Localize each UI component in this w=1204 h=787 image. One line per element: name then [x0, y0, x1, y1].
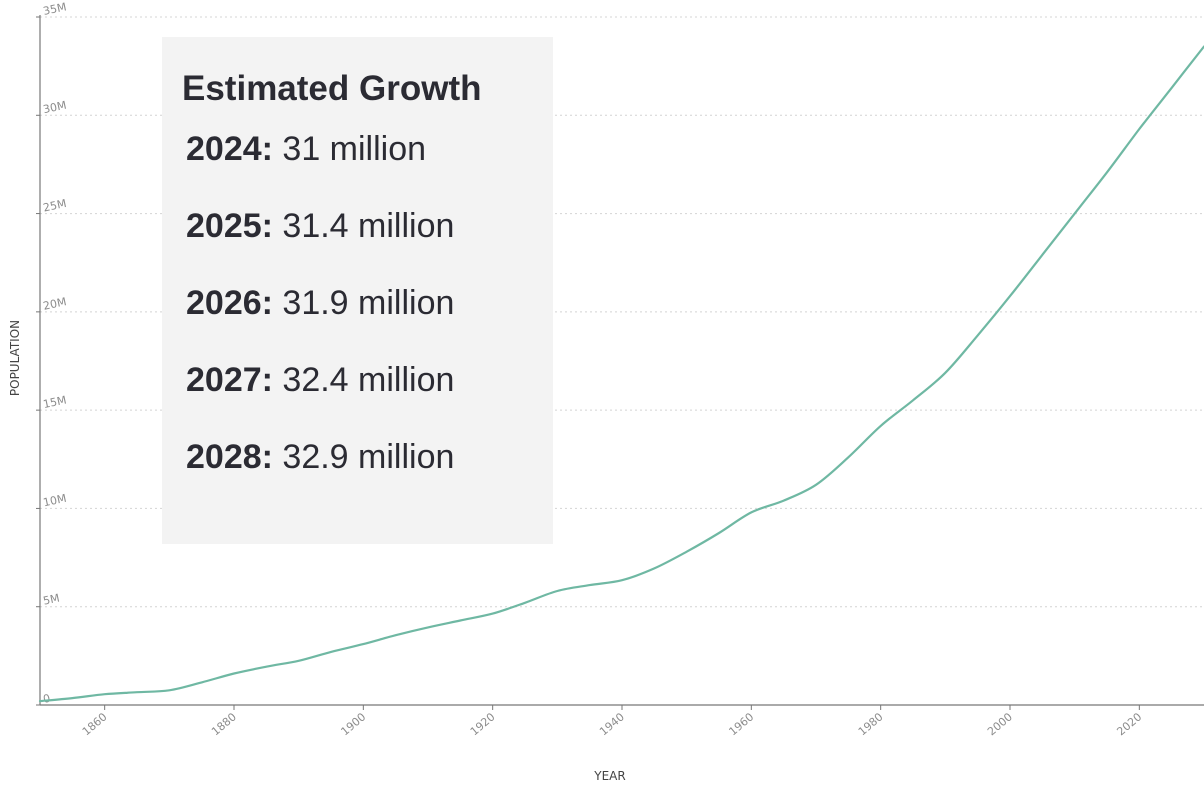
y-tick-label: 25M	[42, 197, 68, 215]
x-axis-title: YEAR	[593, 769, 625, 783]
x-tick-label: 1920	[468, 710, 498, 738]
estimated-growth-title: Estimated Growth	[182, 69, 482, 108]
x-tick-label: 1960	[726, 710, 756, 738]
y-tick-label: 5M	[42, 592, 61, 608]
y-tick-label: 30M	[42, 99, 68, 117]
gridlines	[40, 16, 1204, 608]
estimate-year: 2028:	[186, 438, 273, 476]
series-lines	[38, 45, 1204, 703]
y-tick-label: 35M	[42, 0, 68, 18]
x-tick-label: 1980	[856, 710, 886, 738]
estimate-row: 2026: 31.9 million	[186, 283, 553, 323]
estimate-value: 31 million	[272, 130, 427, 168]
estimate-row: 2028: 32.9 million	[186, 437, 553, 477]
estimate-year: 2026:	[186, 284, 273, 322]
estimate-year: 2027:	[186, 361, 273, 399]
y-tick-label: 20M	[42, 295, 68, 313]
population-line	[38, 45, 1204, 703]
y-axis-title: POPULATION	[8, 320, 22, 396]
estimate-value: 32.9 million	[272, 438, 455, 476]
x-tick-label: 1900	[338, 710, 368, 738]
x-tick-label: 2000	[985, 710, 1015, 738]
estimated-growth-panel: Estimated Growth 2024: 31 million 2025: …	[162, 37, 553, 544]
x-tick-label: 1880	[209, 710, 239, 738]
estimate-year: 2024:	[186, 130, 273, 168]
x-tick-label: 2020	[1114, 710, 1144, 738]
estimate-value: 32.4 million	[272, 361, 455, 399]
y-tick-label: 0	[42, 692, 52, 706]
estimate-row: 2025: 31.4 million	[186, 206, 553, 246]
y-tick-label: 10M	[42, 492, 68, 510]
estimate-value: 31.9 million	[272, 284, 455, 322]
y-tick-label: 15M	[42, 393, 68, 411]
axes	[36, 15, 1204, 710]
estimate-year: 2025:	[186, 207, 273, 245]
x-tick-label: 1860	[80, 710, 110, 738]
estimate-row: 2024: 31 million	[186, 129, 553, 169]
x-tick-label: 1940	[597, 710, 627, 738]
estimate-row: 2027: 32.4 million	[186, 360, 553, 400]
estimate-value: 31.4 million	[272, 207, 455, 245]
